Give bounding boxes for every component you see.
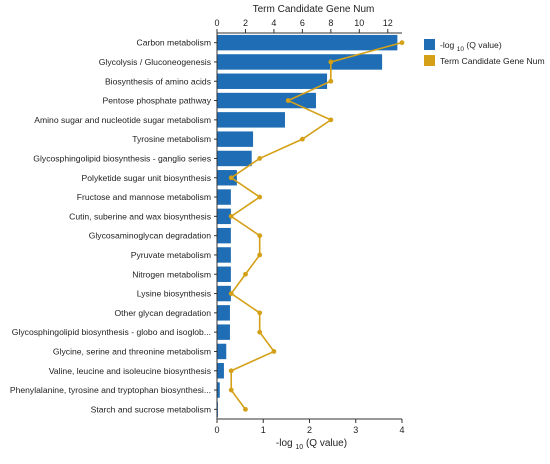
category-label: Pyruvate metabolism [131,250,211,260]
category-label: Polyketide sugar unit biosynthesis [82,173,211,183]
gene-num-point [257,329,263,335]
gene-num-point [228,213,234,219]
category-label: Tyrosine metabolism [132,134,211,144]
bottom-tick-label: 2 [307,425,312,435]
category-label: Carbon metabolism [136,38,211,48]
gene-num-point [271,349,277,354]
gene-num-point [257,310,263,316]
top-tick-label: 2 [243,18,248,28]
bar [217,54,383,70]
category-label: Amino sugar and nucleotide sugar metabol… [34,115,211,125]
bar [217,208,231,225]
bar [217,285,231,302]
top-tick-label: 8 [328,18,333,28]
bottom-tick-label: 1 [261,425,266,435]
category-label: Starch and sucrose metabolism [91,404,211,414]
category-label: Other glycan degradation [114,308,211,318]
category-label: Glycosphingolipid biosynthesis - ganglio… [33,153,211,163]
category-label: Glycolysis / Gluconeogenesis [99,57,211,67]
category-label: Phenylalanine, tyrosine and tryptophan b… [10,385,211,395]
gene-num-point [243,406,248,412]
gene-num-point [243,271,248,277]
legend: -log 10 (Q value) Term Candidate Gene Num [424,39,545,66]
gene-num-point [257,233,263,239]
category-label: Biosynthesis of amino acids [105,76,211,86]
legend-line-swatch [424,55,435,66]
bar [217,305,230,321]
category-label: Nitrogen metabolism [132,269,211,279]
bar [217,343,227,360]
gene-num-point [228,175,234,181]
bar [217,170,237,186]
gene-num-point [299,136,305,142]
category-labels: Carbon metabolism Glycolysis / Gluconeoge… [10,38,217,414]
gene-num-point [257,252,263,258]
legend-bar-swatch [424,39,435,50]
legend-bar-label: -log 10 (Q value) [440,40,502,53]
gene-num-point [399,40,405,46]
bottom-tick-label: 4 [399,425,404,435]
gene-num-point [257,194,263,200]
gene-num-point [328,59,334,65]
gene-num-point [328,117,334,123]
bar [217,227,231,244]
line-series [228,40,405,412]
top-tick-label: 4 [271,18,276,28]
top-tick-label: 6 [300,18,305,28]
gene-num-point [228,291,234,296]
bar [217,73,328,89]
category-label: Lysine biosynthesis [137,289,211,299]
category-label: Fructose and mannose metabolism [77,192,211,202]
top-tick-label: 0 [214,18,219,28]
gene-num-point [285,98,291,103]
category-label: Pentose phosphate pathway [103,96,212,106]
category-label: Cutin, suberine and wax biosynthesis [69,211,211,221]
bar-series [217,34,398,418]
bar [217,92,316,109]
bar [217,382,220,398]
bottom-axis-title: -log 10 (Q value) [276,438,347,451]
gene-num-point [228,387,234,393]
category-label: Valine, leucine and isoleucine biosynthe… [49,366,211,376]
legend-line-label: Term Candidate Gene Num [440,56,545,66]
bottom-tick-label: 3 [353,425,358,435]
bar [217,112,285,128]
bottom-tick-label: 0 [214,425,219,435]
gene-num-point [328,78,334,84]
gene-num-point [228,368,234,374]
gene-num-line [229,41,403,410]
top-tick-label: 12 [383,18,393,28]
top-tick-label: 10 [354,18,364,28]
category-label: Glycosaminoglycan degradation [89,231,212,241]
category-label: Glycosphingolipid biosynthesis - globo a… [12,327,211,337]
bar [217,324,230,340]
bar [217,34,398,51]
top-axis-title: Term Candidate Gene Num [253,4,375,15]
bar [217,247,231,263]
bar [217,131,254,147]
category-label: Glycine, serine and threonine metabolism [53,346,211,356]
bar [217,150,252,167]
gene-num-point [257,156,263,161]
bar [217,189,231,205]
bar [217,363,224,379]
bar [217,266,231,282]
